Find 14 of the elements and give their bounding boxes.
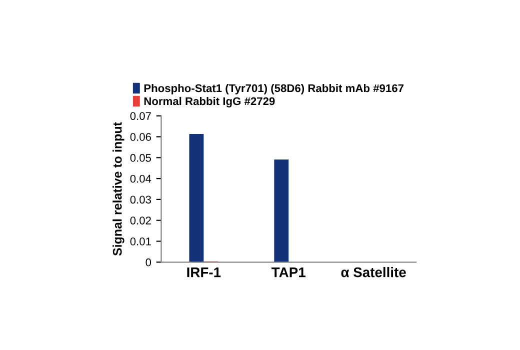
y-axis-title: Signal relative to input: [112, 122, 124, 256]
y-tick-label: 0.03: [130, 196, 151, 204]
y-tick-label: 0.05: [130, 154, 152, 162]
legend-label: Phospho-Stat1 (Tyr701) (58D6) Rabbit mAb #9167: [144, 84, 404, 94]
y-tick-label: 0.06: [130, 133, 151, 141]
x-tick-label: α Satellite: [341, 267, 406, 278]
x-tick-label: IRF-1: [187, 268, 221, 278]
y-tick-label: 0.01: [130, 238, 151, 246]
y-tick-label: 0.04: [130, 174, 152, 183]
y-tick-label: 0: [146, 258, 152, 266]
x-tick-label: TAP1: [272, 268, 306, 278]
y-tick-label: 0.02: [130, 216, 151, 224]
y-tick-label: 0.07: [130, 112, 151, 120]
legend-label: Normal Rabbit IgG #2729: [144, 96, 275, 108]
